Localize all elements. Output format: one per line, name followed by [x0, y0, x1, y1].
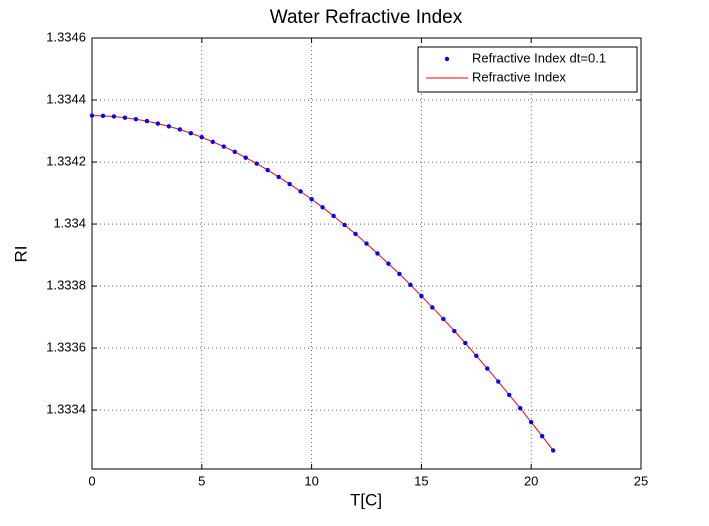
y-axis-label: RI: [11, 246, 30, 263]
data-point: [287, 181, 292, 187]
data-point: [386, 261, 391, 266]
data-point: [463, 340, 468, 346]
y-tick-label: 1.3342: [46, 153, 86, 168]
data-point: [298, 189, 303, 194]
data-point: [232, 149, 237, 154]
data-point: [100, 113, 106, 119]
data-point: [199, 135, 204, 140]
x-tick-label: 15: [414, 473, 428, 488]
data-point: [177, 127, 183, 132]
legend-label: Refractive Index dt=0.1: [472, 50, 606, 65]
y-tick-label: 1.334: [53, 215, 86, 230]
data-point: [89, 113, 95, 118]
data-point: [496, 379, 501, 384]
y-tick-label: 1.3338: [46, 277, 86, 292]
data-point: [155, 121, 161, 126]
data-point: [254, 161, 259, 166]
data-point: [342, 222, 347, 228]
data-point: [331, 213, 336, 219]
data-point: [276, 174, 281, 180]
x-axis-label: T[C]: [350, 490, 382, 509]
data-point: [353, 231, 358, 237]
legend-swatch: [444, 56, 450, 62]
data-point: [408, 282, 413, 288]
data-point: [375, 251, 380, 256]
plot-area: [92, 38, 641, 469]
y-tick-label: 1.3334: [46, 402, 86, 417]
x-tick-label: 10: [304, 473, 318, 488]
y-tick-label: 1.3344: [46, 91, 86, 106]
data-point: [111, 114, 117, 119]
data-point: [364, 241, 369, 246]
data-point: [243, 155, 248, 160]
x-tick-label: 5: [198, 473, 205, 488]
data-point: [430, 305, 435, 310]
data-point: [507, 392, 512, 398]
plot-frame: [91, 37, 642, 470]
data-point: [474, 353, 479, 359]
data-point: [122, 115, 128, 120]
data-point: [320, 205, 325, 210]
data-point: [210, 139, 215, 145]
chart-title: Water Refractive Index: [270, 7, 463, 28]
data-point: [539, 433, 545, 439]
y-tick-label: 1.3336: [46, 340, 86, 355]
data-point: [441, 316, 446, 322]
data-point: [221, 144, 226, 149]
data-point: [419, 293, 424, 299]
data-point: [485, 366, 490, 371]
data-point: [518, 406, 523, 411]
x-tick-label: 20: [524, 473, 538, 488]
data-point: [309, 197, 314, 202]
data-point: [166, 124, 172, 129]
y-tick-label: 1.3346: [46, 29, 86, 44]
legend-box: [417, 46, 638, 93]
data-point: [188, 130, 194, 136]
data-point: [452, 328, 457, 334]
x-tick-label: 0: [88, 473, 95, 488]
data-point: [397, 271, 402, 277]
data-point: [529, 419, 534, 425]
data-point: [550, 448, 556, 453]
legend-label: Refractive Index: [472, 69, 566, 84]
data-point: [144, 118, 150, 124]
data-point: [265, 167, 270, 173]
data-point: [133, 117, 139, 122]
x-tick-label: 25: [634, 473, 648, 488]
